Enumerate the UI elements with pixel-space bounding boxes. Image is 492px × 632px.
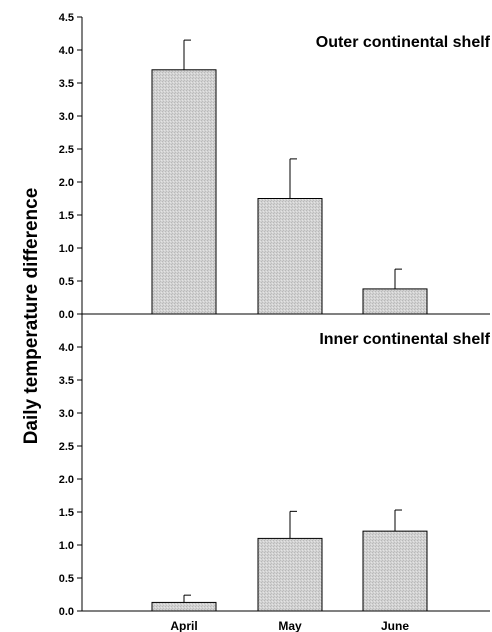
bar-april [151, 601, 217, 612]
y-tick-label: 0.0 [59, 606, 74, 618]
y-tick-label: 2.0 [59, 177, 74, 189]
bar-june [362, 530, 428, 612]
y-tick-label: 1.5 [59, 210, 74, 222]
y-tick-label: 3.5 [59, 78, 74, 90]
y-tick-label: 0.5 [59, 573, 74, 585]
y-tick-label: 2.5 [59, 144, 74, 156]
category-labels: April May June [170, 619, 409, 632]
panel-title: Inner continental shelf [319, 331, 490, 348]
y-tick-label: 1.5 [59, 507, 74, 519]
bar-june [362, 288, 428, 315]
y-tick-label: 1.0 [59, 243, 74, 255]
y-tick-label: 4.0 [59, 45, 74, 57]
panel-title: Outer continental shelf [316, 34, 491, 51]
y-tick-label: 3.5 [59, 375, 74, 387]
chart-panels: 0.0 0.5 1.0 1.5 2.0 2.5 3.0 3.5 4.0 4.5 Outer cont… [59, 12, 491, 618]
panel-2: 0.0 0.5 1.0 1.5 2.0 2.5 3.0 3.5 4.0 Inner contine… [59, 314, 491, 618]
y-tick-label: 1.0 [59, 540, 74, 552]
y-tick-label: 4.5 [59, 12, 74, 24]
bar-may [257, 537, 323, 612]
category-label-june: June [381, 619, 409, 632]
y-tick-label: 0.5 [59, 276, 74, 288]
category-label-april: April [170, 619, 197, 632]
bar-april [151, 69, 217, 315]
y-axis-label: Daily temperature difference [21, 188, 42, 445]
y-tick-label: 2.0 [59, 474, 74, 486]
panel-1: 0.0 0.5 1.0 1.5 2.0 2.5 3.0 3.5 4.0 4.5 Outer cont… [59, 12, 491, 321]
y-tick-label: 0.0 [59, 309, 74, 321]
y-tick-label: 3.0 [59, 111, 74, 123]
y-tick-label: 3.0 [59, 408, 74, 420]
y-tick-label: 2.5 [59, 441, 74, 453]
bar-may [257, 198, 323, 315]
category-label-may: May [278, 619, 302, 632]
y-tick-label: 4.0 [59, 342, 74, 354]
